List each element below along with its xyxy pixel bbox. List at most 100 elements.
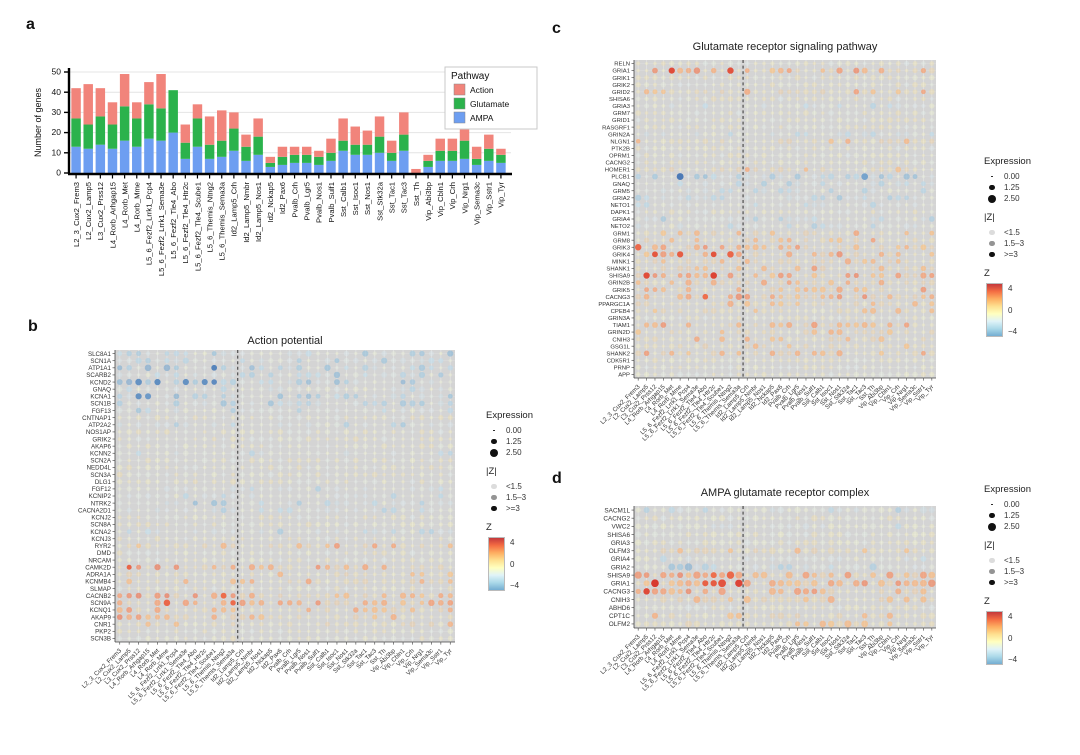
z-tick: 0 [1008, 305, 1013, 315]
gene-label: CPT1C [609, 613, 630, 620]
gene-label: GRM7 [613, 111, 630, 117]
legend-item-label: 0.00 [1004, 172, 1020, 181]
gene-label: FGF13 [92, 408, 112, 415]
bar-segment-ampa [119, 140, 130, 173]
bar-segment-glutamate [435, 150, 445, 161]
gene-label: SCN3A [90, 472, 112, 479]
dot-row-NRCAM: NRCAM [88, 557, 453, 564]
bar-xtick-label: Pvalb_Lgr5 [303, 182, 312, 220]
dot-row-GRIK2: GRIK2 [612, 81, 934, 89]
gene-label: NETO2 [610, 224, 630, 230]
legend-item-label: 1.25 [1004, 511, 1020, 520]
z-tick: 0 [510, 559, 515, 569]
bar-series [71, 74, 506, 173]
dot-row-GNAQ: GNAQ [93, 386, 453, 393]
gene-label: NLGN1 [610, 139, 630, 145]
gene-label: SHANK2 [606, 351, 630, 357]
plot-gridlines [115, 350, 455, 642]
legend-dot-icon [991, 175, 993, 178]
dot-row-GRIN2D: GRIN2D [608, 329, 935, 336]
gene-label: CACNB2 [86, 593, 112, 600]
bar-segment-glutamate [277, 156, 288, 165]
z-tick: −4 [510, 581, 520, 590]
bar-xtick-label: Id2_Lamp5_Nmbr [242, 182, 251, 243]
gene-label: OPRM1 [609, 154, 630, 160]
legend-item: 0.00 [488, 425, 578, 436]
bar-xtick-label: Pvalb_Sulf1 [327, 182, 336, 223]
dot-row-GRIK3: GRIK3 [612, 244, 934, 251]
dot-row-NETO1: NETO1 [610, 201, 934, 209]
dotplot-action-potential: Action potentialSLC8A1SCN1AATP1A1SCARB2K… [78, 335, 455, 707]
gene-label: GRIK2 [612, 83, 630, 89]
legend-item: 2.50 [488, 447, 578, 458]
legend-item: 2.50 [986, 521, 1076, 532]
z-tick: −4 [1008, 327, 1018, 336]
legend-dot-icon [988, 194, 996, 203]
bar-segment-ampa [71, 146, 81, 173]
bar-segment-ampa [484, 160, 494, 173]
dot-row-SCN1B: SCN1B [90, 400, 453, 408]
bar-segment-ampa [192, 146, 203, 173]
bar-segment-ampa [229, 150, 239, 173]
legend-item-label: >=3 [1004, 578, 1018, 587]
bar-ylabel: Number of genes [33, 87, 43, 157]
gene-label: PTK2B [611, 146, 630, 152]
gene-label: KCND2 [90, 379, 112, 386]
gene-label: GRM8 [613, 238, 631, 244]
legend-section-title: Z [984, 596, 990, 607]
legend-item: <1.5 [986, 555, 1076, 566]
dot-row-NLGN1: NLGN1 [610, 138, 935, 145]
gene-label: GRIA2 [612, 196, 630, 202]
legend-item-label: >=3 [1004, 250, 1018, 259]
bar-xtick-label: Vip_Nrg1 [460, 182, 469, 214]
legend-section-title: Expression [984, 156, 1031, 167]
bar-segment-action [289, 146, 300, 155]
dot-row-SLMAP: SLMAP [90, 585, 454, 593]
bar-segment-ampa [386, 160, 397, 173]
bar-segment-ampa [496, 162, 506, 173]
legend-item: 1.25 [986, 510, 1076, 521]
bar-segment-ampa [265, 166, 276, 173]
bar-segment-glutamate [132, 118, 142, 147]
gene-label: NOS1AP [86, 429, 111, 436]
gene-label: CACNG2 [605, 161, 630, 167]
legend-item-label: 1.5–3 [506, 493, 527, 502]
legend-swatch-ampa [453, 111, 466, 124]
bar-segment-ampa [301, 162, 312, 173]
bar-ytick-label: 10 [52, 147, 62, 157]
legend-item: 1.5–3 [986, 238, 1076, 249]
z-tick: 4 [510, 538, 515, 547]
dot-row-CNIH3: CNIH3 [611, 596, 935, 604]
bar-segment-glutamate [119, 106, 130, 141]
legend-item: 1.5–3 [986, 566, 1076, 577]
bar-segment-glutamate [107, 124, 118, 149]
gene-label: GRIK4 [612, 252, 630, 258]
legend-z-colorbar: 4 0 −4 [488, 537, 578, 591]
gene-label: CPEB4 [611, 309, 631, 315]
dot-row-GRIN2A: GRIN2A [608, 131, 935, 138]
bar-segment-ampa [423, 166, 433, 173]
bar-segment-action [253, 118, 263, 137]
bar-xtick-label: L2_Cux2_Lamp5 [84, 182, 93, 240]
bar-segment-action [217, 110, 227, 141]
bar-segment-glutamate [496, 154, 506, 163]
legend-item: 0.00 [986, 499, 1076, 510]
gene-label: SCN3B [90, 636, 111, 643]
bar-xtick-label: Vip_Cbln1 [436, 182, 445, 217]
bar-segment-glutamate [350, 144, 360, 155]
bar-segment-action [326, 138, 336, 153]
bar-xtick-label: Id2_Pax6 [278, 182, 287, 214]
gene-label: GSG1L [610, 344, 630, 350]
dot-row-GRIA4: GRIA4 [611, 555, 934, 563]
bar-segment-action [192, 104, 203, 119]
dot-row-APP: APP [618, 371, 935, 379]
gene-label: KCNN2 [90, 451, 112, 458]
dot-row-SHANK1: SHANK1 [606, 265, 934, 273]
dot-row-MINK1: MINK1 [612, 258, 935, 266]
gene-label: KCNJ2 [91, 515, 111, 522]
column-labels: L2_3_Cux2_Frem3L2_Cux2_Lamp5L3_Cux2_Prss… [81, 642, 454, 707]
dot-row-CNR1: CNR1 [94, 621, 454, 628]
gene-label: FGF12 [92, 486, 112, 493]
gene-label: OLFM2 [609, 621, 631, 628]
dot-row-GNAQ: GNAQ [613, 180, 934, 188]
